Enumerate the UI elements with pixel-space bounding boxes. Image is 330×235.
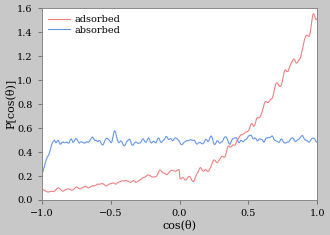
absorbed	[41, 171, 45, 174]
adsorbed	[41, 188, 45, 191]
absorbed	[290, 136, 294, 139]
adsorbed	[46, 191, 50, 193]
adsorbed	[312, 12, 316, 15]
adsorbed	[209, 164, 213, 167]
absorbed	[113, 129, 116, 132]
absorbed	[315, 141, 319, 144]
Legend: adsorbed, absorbed: adsorbed, absorbed	[47, 13, 122, 37]
X-axis label: cos(θ): cos(θ)	[163, 219, 197, 230]
adsorbed	[40, 187, 44, 190]
adsorbed	[205, 169, 209, 172]
adsorbed	[315, 17, 319, 20]
absorbed	[40, 173, 44, 176]
absorbed	[209, 134, 213, 137]
Line: adsorbed: adsorbed	[42, 14, 317, 192]
Y-axis label: P[cos(θ)]: P[cos(θ)]	[5, 79, 16, 129]
adsorbed	[204, 168, 208, 171]
adsorbed	[273, 86, 277, 88]
absorbed	[204, 138, 208, 141]
absorbed	[273, 139, 277, 142]
adsorbed	[290, 59, 294, 62]
absorbed	[205, 138, 209, 141]
Line: absorbed: absorbed	[42, 131, 317, 175]
